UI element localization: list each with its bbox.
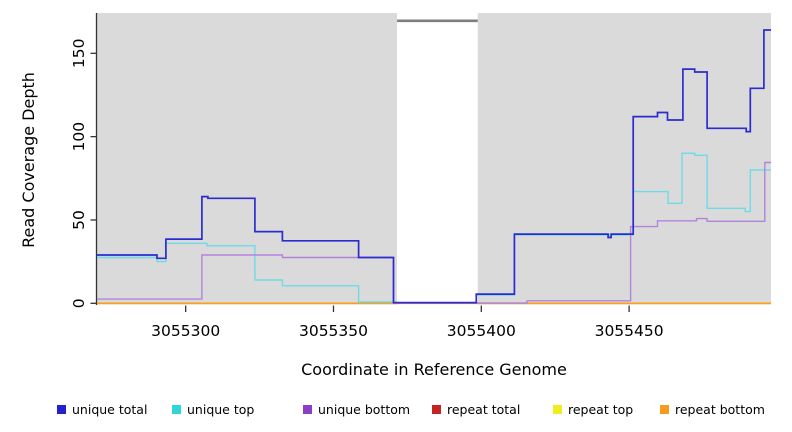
x-tick-label: 3055300 (151, 322, 220, 340)
legend-label-repeat-total: repeat total (447, 401, 521, 417)
series-line-unique-top (97, 152, 771, 304)
legend-item-repeat-total: repeat total (432, 399, 520, 419)
legend: unique total unique top unique bottom repea… (0, 399, 792, 421)
legend-swatch-repeat-top (553, 404, 562, 414)
legend-label-repeat-top: repeat top (568, 401, 634, 417)
y-axis-label: Read Coverage Depth (19, 72, 38, 248)
legend-label-repeat-bottom: repeat bottom (675, 401, 765, 417)
x-tick-label: 3055450 (595, 322, 664, 340)
series-line-unique-total (97, 29, 771, 304)
x-tick-label: 3055350 (299, 322, 368, 340)
x-tick-label: 3055400 (447, 322, 516, 340)
y-tick-label: 100 (70, 122, 88, 152)
y-tick-label: 0 (70, 298, 88, 308)
axes: 0 50 100 150 3055300 3055350 3055400 3055450 (70, 13, 664, 340)
legend-swatch-unique-total (57, 404, 66, 414)
legend-label-unique-total: unique total (72, 401, 148, 417)
legend-swatch-unique-top (172, 404, 181, 414)
x-axis-label: Coordinate in Reference Genome (301, 360, 567, 379)
y-tick-label: 50 (70, 210, 88, 230)
covered-regions (97, 13, 771, 305)
legend-swatch-repeat-bottom (660, 404, 669, 414)
legend-item-unique-bottom: unique bottom (303, 399, 410, 419)
legend-label-unique-top: unique top (187, 401, 255, 417)
legend-item-unique-total: unique total (57, 399, 147, 419)
covered-region (97, 13, 398, 305)
series-line-unique-bottom (97, 161, 771, 304)
series-lines (97, 29, 771, 305)
legend-swatch-repeat-total (432, 404, 441, 414)
covered-region (477, 13, 771, 305)
legend-item-repeat-top: repeat top (553, 399, 633, 419)
legend-swatch-unique-bottom (303, 404, 312, 414)
legend-item-unique-top: unique top (172, 399, 254, 419)
legend-item-repeat-bottom: repeat bottom (660, 399, 765, 419)
y-tick-label: 150 (70, 39, 88, 69)
legend-label-unique-bottom: unique bottom (318, 401, 411, 417)
